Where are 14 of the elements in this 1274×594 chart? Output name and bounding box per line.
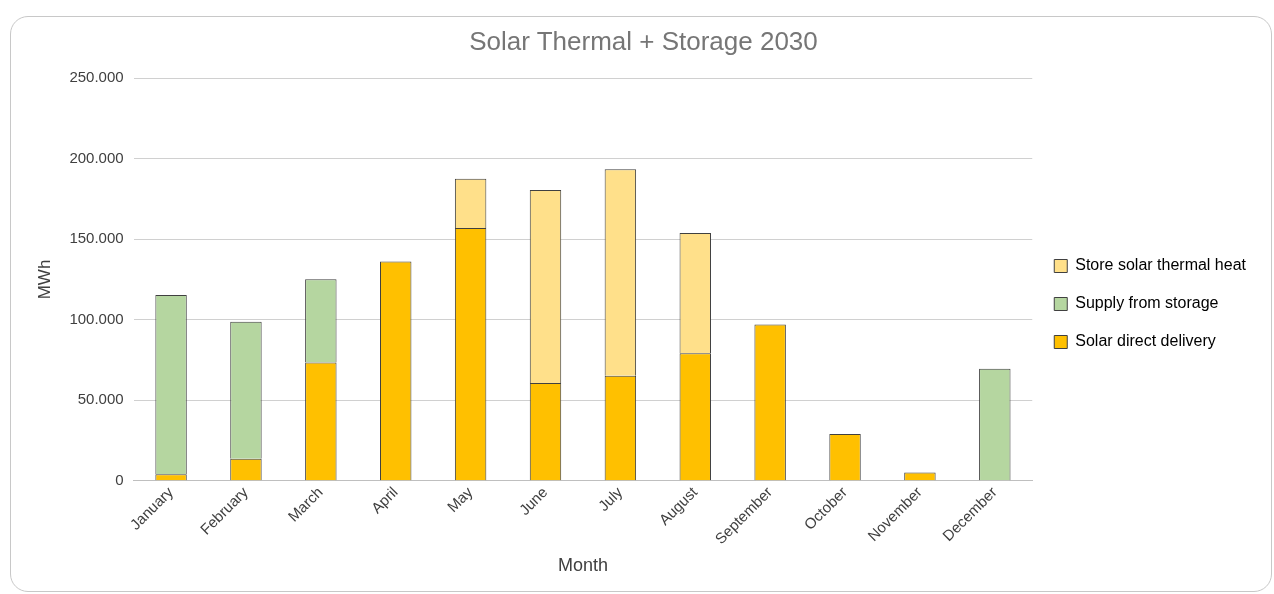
y-tick-label: 150.000 bbox=[69, 229, 124, 247]
chart-title: Solar Thermal + Storage 2030 bbox=[469, 25, 818, 56]
y-axis-title: MWh bbox=[34, 259, 54, 300]
y-tick-label: 200.000 bbox=[69, 148, 124, 166]
x-axis-title: Month bbox=[557, 555, 608, 576]
y-tick-label: 250.000 bbox=[69, 68, 124, 86]
legend-label: Store solar thermal heat bbox=[1075, 256, 1247, 274]
legend-label: Supply from storage bbox=[1075, 294, 1219, 312]
y-tick-label: 0 bbox=[115, 470, 124, 488]
legend-label: Solar direct delivery bbox=[1075, 332, 1216, 350]
x-tick-label: July bbox=[594, 482, 626, 515]
y-tick-label: 100.000 bbox=[69, 309, 124, 327]
x-tick-label: May bbox=[443, 482, 477, 516]
y-tick-label: 50.000 bbox=[77, 390, 124, 408]
